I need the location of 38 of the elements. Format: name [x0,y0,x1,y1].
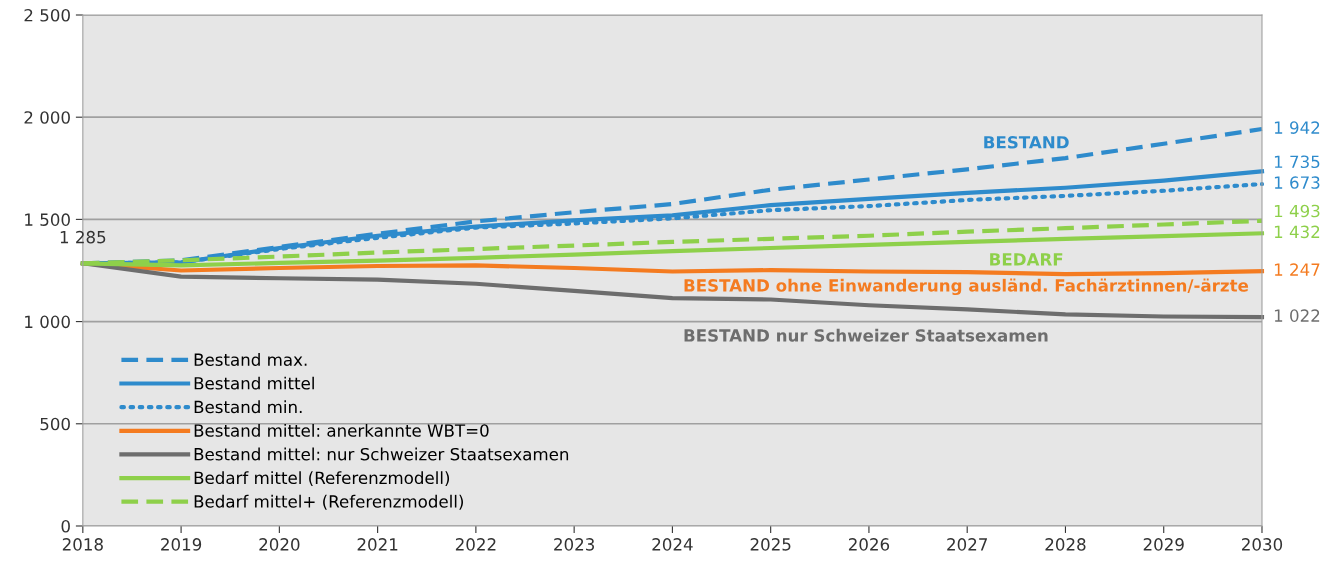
y-tick-label: 0 [61,519,70,533]
annotation: BESTAND nur Schweizer Staatsexamen [684,328,1048,342]
x-tick-label: 2026 [848,538,890,551]
y-tick-label: 1 000 [25,315,70,329]
x-tick-label: 2018 [62,538,103,551]
annotation: BEDARF [990,253,1063,266]
x-tick-label: 2024 [652,538,693,551]
legend-label: Bedarf mittel+ (Referenzmodell) [194,494,464,510]
legend-label: Bestand min. [194,400,302,414]
x-tick-label: 2019 [161,538,202,551]
x-tick-label: 2021 [357,538,398,551]
x-tick-label: 2030 [1242,538,1283,551]
annotation: BESTAND ohne Einwanderung ausländ. Fachärztinnen/-ärzte [684,278,1249,296]
legend-label: Bedarf mittel (Referenzmodell) [194,471,450,487]
data-label: 1 493 [1274,204,1320,218]
legend-label: Bestand max. [194,353,307,366]
data-label: 1 942 [1274,121,1320,134]
y-tick-label: 2 000 [24,111,70,124]
x-tick-label: 2029 [1143,538,1184,551]
y-tick-label: 1 500 [25,213,70,226]
data-label: 1 247 [1274,263,1320,276]
x-tick-label: 2020 [259,538,300,551]
x-tick-label: 2022 [455,538,496,551]
legend-label: Bestand mittel [194,376,314,390]
x-tick-label: 2023 [554,538,595,551]
data-label: 1 432 [1274,225,1320,239]
y-tick-label: 2 500 [24,8,70,22]
data-label: 1 285 [60,230,106,244]
y-tick-label: 500 [40,417,70,431]
data-label: 1 673 [1274,176,1320,189]
data-label: 1 022 [1274,309,1320,322]
annotation: BESTAND [984,136,1069,149]
x-tick-label: 2028 [1045,538,1086,551]
legend-label: Bestand mittel: nur Schweizer Staatsexamen [194,447,569,461]
x-tick-label: 2027 [947,538,987,551]
legend-label: Bestand mittel: anerkannte WBT=0 [194,423,489,437]
x-tick-label: 2025 [750,538,791,551]
data-label: 1 735 [1274,155,1320,169]
